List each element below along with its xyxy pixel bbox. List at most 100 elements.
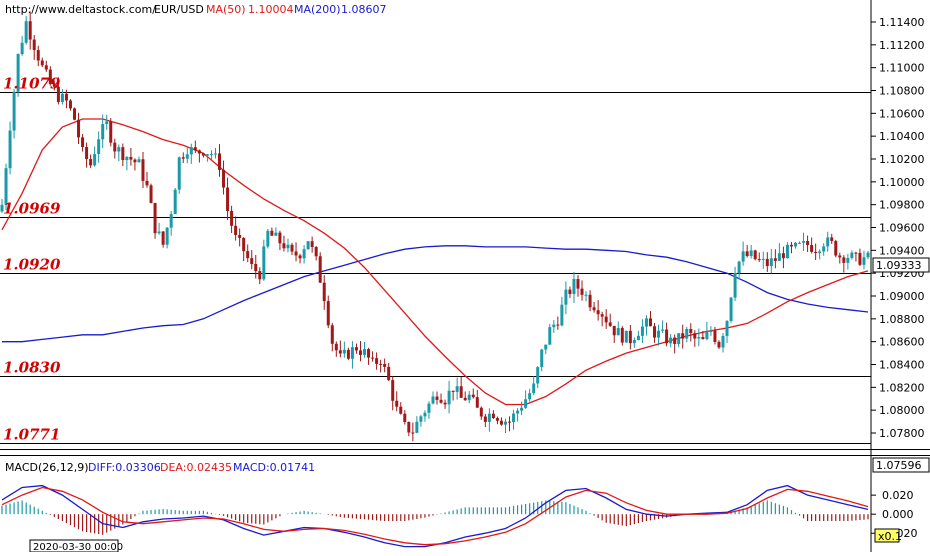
candle-up: [761, 258, 765, 260]
candle-up: [624, 330, 628, 343]
candle-up: [572, 279, 576, 295]
candle-down: [580, 288, 584, 295]
candle-down: [499, 420, 503, 425]
candle-down: [234, 225, 238, 235]
macd-dea-label: DEA:0.02435: [160, 461, 232, 474]
candle-down: [334, 343, 338, 351]
candle-down: [48, 69, 52, 85]
candle-up: [342, 349, 346, 354]
candle-down: [395, 400, 399, 407]
ma50-line: [1, 118, 869, 406]
candle-up: [862, 257, 866, 265]
ma200-label: MA(200): [294, 3, 341, 16]
candle-down: [491, 413, 495, 419]
candle-up: [20, 42, 24, 55]
price-tick-label: 1.08400: [879, 359, 925, 372]
macd-tick-label: 0.000: [882, 508, 914, 521]
candle-up: [177, 157, 181, 190]
candle-down: [56, 86, 60, 102]
candle-down: [314, 247, 318, 257]
candle-down: [439, 399, 443, 403]
candle-up: [165, 227, 169, 245]
candle-up: [503, 421, 507, 425]
candle-down: [612, 325, 616, 336]
candle-up: [822, 246, 826, 252]
candle-up: [729, 297, 733, 322]
price-tick-label: 1.09000: [879, 290, 925, 303]
candle-up: [274, 232, 278, 236]
price-tick-label: 1.10600: [879, 107, 925, 120]
candle-up: [640, 326, 644, 336]
candle-down: [113, 142, 117, 152]
macd-scale-label: x0.1: [878, 530, 902, 543]
price-tick-label: 1.11000: [879, 62, 925, 75]
candle-down: [757, 259, 761, 261]
candle-down: [326, 301, 330, 326]
candle-up: [818, 251, 822, 254]
macd-histogram: [1, 500, 869, 535]
candle-up: [532, 383, 536, 394]
candle-down: [40, 60, 44, 66]
candle-up: [777, 253, 781, 261]
candle-down: [838, 255, 842, 258]
candle-down: [242, 237, 246, 252]
candle-up: [427, 403, 431, 413]
price-tick-label: 1.08800: [879, 313, 925, 326]
candle-up: [173, 189, 177, 215]
candle-up: [802, 241, 806, 243]
candle-up: [520, 407, 524, 411]
price-tick-label: 1.09800: [879, 199, 925, 212]
candle-down: [218, 153, 222, 170]
candle-up: [528, 393, 532, 400]
macd-lines: [1, 484, 869, 548]
candle-down: [28, 21, 32, 40]
candle-down: [89, 159, 93, 166]
level-label: 1.1079: [3, 75, 61, 93]
candle-down: [121, 147, 125, 161]
candle-up: [540, 349, 544, 368]
candle-up: [0, 204, 4, 212]
candlestick-series: [0, 11, 870, 442]
candle-up: [616, 328, 620, 336]
candle-up: [137, 159, 141, 163]
candle-down: [290, 244, 294, 252]
candle-up: [536, 367, 540, 384]
macd-scale-box[interactable]: [874, 528, 900, 543]
candle-up: [544, 344, 548, 350]
candle-up: [657, 330, 661, 338]
ma200-line: [2, 245, 869, 343]
candle-down: [197, 150, 201, 154]
candle-up: [350, 347, 354, 359]
candle-down: [379, 363, 383, 365]
candle-up: [93, 154, 97, 166]
candle-up: [677, 333, 681, 344]
candle-up: [548, 327, 552, 345]
candle-up: [12, 91, 16, 131]
candle-up: [431, 396, 435, 404]
candle-up: [205, 154, 209, 156]
candle-up: [721, 335, 725, 348]
level-labels: 1.1079 1.0969 1.0920 1.0830 1.0771: [3, 75, 61, 444]
candle-down: [608, 322, 612, 326]
candle-down: [806, 241, 810, 246]
candle-down: [387, 366, 391, 381]
candle-down: [773, 258, 777, 261]
candle-down: [181, 157, 185, 159]
x-start-label: 2020-03-30 00:00: [33, 542, 123, 552]
candle-up: [669, 337, 673, 344]
candle-up: [769, 258, 773, 267]
current-price-label: 1.09333: [876, 259, 922, 272]
candle-up: [741, 251, 745, 262]
candle-up: [423, 412, 427, 417]
candle-down: [354, 347, 358, 351]
candle-up: [564, 289, 568, 305]
price-tick-label: 1.10800: [879, 85, 925, 98]
candle-up: [798, 242, 802, 244]
candle-down: [508, 421, 512, 423]
candle-down: [367, 349, 371, 358]
candle-up: [697, 337, 701, 339]
level-label: 1.0920: [3, 256, 61, 274]
candle-down: [64, 93, 68, 101]
ma50-line-group: [1, 118, 869, 406]
